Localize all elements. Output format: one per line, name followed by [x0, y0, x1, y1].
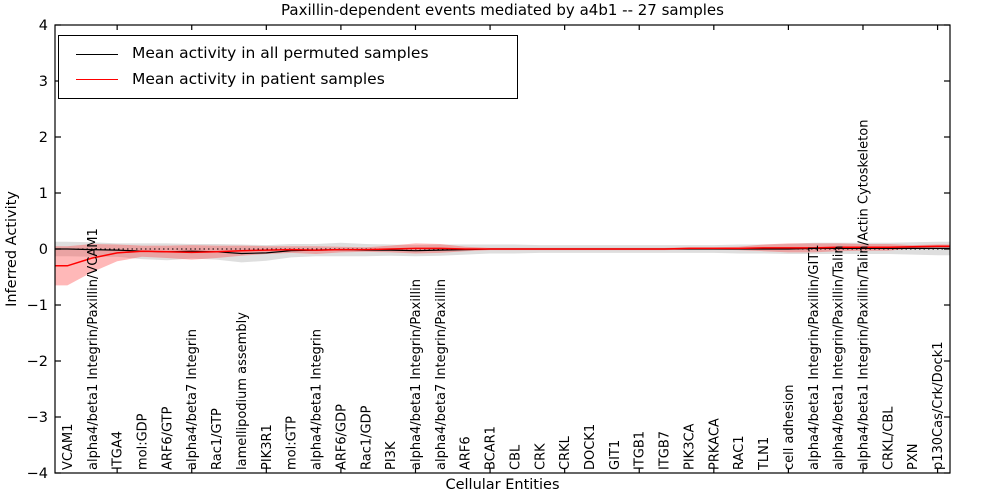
category-label: alpha4/beta1 Integrin — [310, 329, 325, 470]
category-label: alpha4/beta7 Integrin — [185, 329, 200, 470]
y-tick-label: 1 — [39, 186, 48, 202]
category-label: Rac1/GDP — [359, 405, 374, 470]
y-axis-label: Inferred Activity — [4, 191, 20, 307]
category-label: PXN — [906, 444, 921, 470]
category-label: alpha4/beta7 Integrin/Paxillin — [434, 279, 449, 470]
category-label: alpha4/beta1 Integrin/Paxillin — [409, 279, 424, 470]
category-label: DOCK1 — [583, 424, 598, 470]
category-label: PIK3R1 — [260, 424, 275, 470]
category-label: CRKL — [558, 435, 573, 470]
category-label: ITGB1 — [633, 431, 648, 470]
legend: Mean activity in all permuted samples Me… — [58, 35, 518, 99]
permuted-line-sample — [76, 53, 118, 55]
category-label: alpha4/beta1 Integrin/Paxillin/GIT1 — [807, 244, 822, 470]
y-tick-label: 0 — [39, 242, 48, 258]
category-label: CRKL/CBL — [881, 406, 896, 470]
category-label: ARF6 — [459, 436, 474, 470]
category-label: mol:GDP — [136, 413, 151, 470]
y-tick-label: 4 — [39, 18, 48, 34]
category-label: lamellipodium assembly — [235, 312, 250, 470]
category-label: alpha4/beta1 Integrin/Paxillin/Talin — [832, 245, 847, 470]
category-label: GIT1 — [608, 440, 623, 470]
legend-label-permuted: Mean activity in all permuted samples — [132, 44, 429, 63]
category-label: BCAR1 — [484, 426, 499, 470]
permuted-band — [55, 241, 950, 263]
category-label: mol:GTP — [285, 416, 300, 470]
category-label: PRKACA — [707, 418, 722, 470]
y-tick-label: −2 — [27, 354, 48, 370]
category-label: cell adhesion — [782, 384, 797, 470]
category-label: PIK3CA — [682, 423, 697, 470]
y-tick-label: −3 — [27, 410, 48, 426]
legend-label-patient: Mean activity in patient samples — [132, 70, 385, 89]
y-tick-label: 3 — [39, 74, 48, 90]
category-label: p130Cas/Crk/Dock1 — [931, 341, 946, 470]
category-label: TLN1 — [757, 437, 772, 471]
y-tick-label: −1 — [27, 298, 48, 314]
y-tick-label: 2 — [39, 130, 48, 146]
patient-mean-line — [55, 245, 950, 267]
category-label: PI3K — [384, 441, 399, 470]
category-label: ITGA4 — [111, 431, 126, 470]
chart-title: Paxillin-dependent events mediated by a4… — [281, 1, 724, 19]
category-label: alpha4/beta1 Integrin/Paxillin/VCAM1 — [86, 228, 101, 470]
legend-entry-patient: Mean activity in patient samples — [59, 72, 517, 88]
x-axis-label: Cellular Entities — [445, 477, 560, 493]
category-label: RAC1 — [732, 435, 747, 470]
y-tick-label: −4 — [27, 466, 48, 482]
patient-line-sample — [76, 79, 118, 81]
category-label: Rac1/GTP — [210, 408, 225, 470]
category-label: ARF6/GDP — [334, 404, 349, 470]
category-label: alpha4/beta1 Integrin/Paxillin/Talin/Act… — [856, 120, 871, 470]
category-label: ITGB7 — [658, 431, 673, 470]
category-label: CRK — [533, 443, 548, 470]
category-label: ARF6/GTP — [160, 406, 175, 470]
category-label: CBL — [508, 444, 523, 470]
category-label: VCAM1 — [61, 424, 76, 470]
legend-entry-permuted: Mean activity in all permuted samples — [59, 46, 517, 62]
